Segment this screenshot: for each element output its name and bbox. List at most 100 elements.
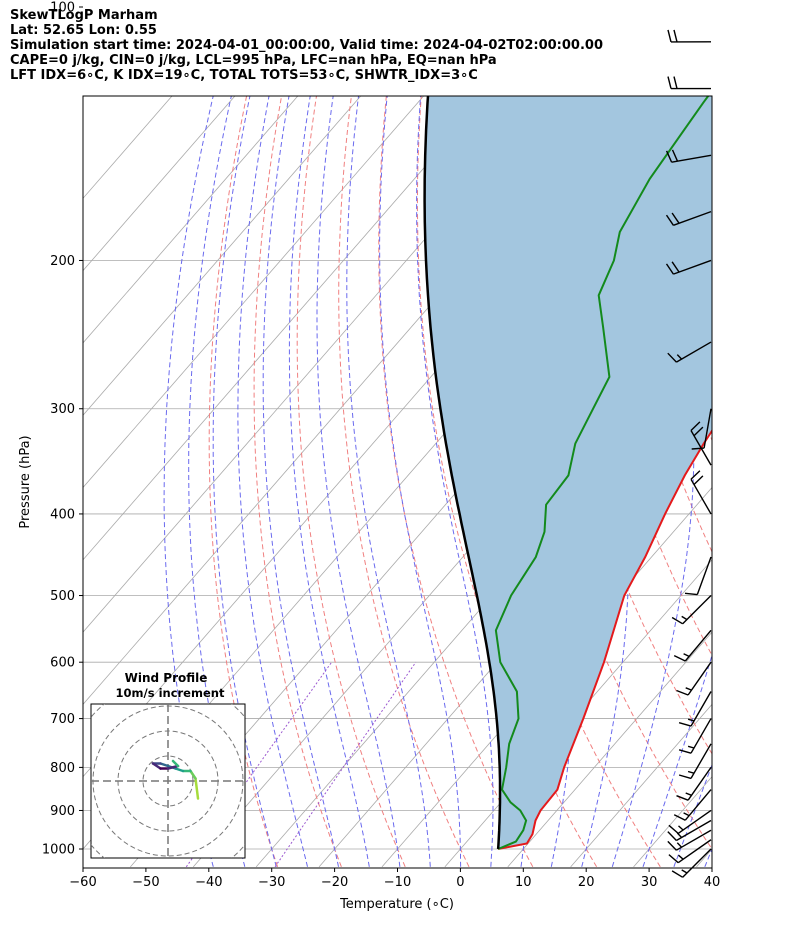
wind-barb (678, 743, 712, 780)
dry-adiabat (253, 96, 342, 867)
wind-barb (671, 595, 712, 625)
moist-adiabat (237, 96, 308, 867)
wind-barb-half-flag (676, 354, 683, 360)
parcel-path (423, 96, 502, 850)
wind-barb-half-flag (685, 792, 692, 796)
wind-barb (691, 408, 712, 450)
wind-barb-flag (684, 592, 698, 596)
wind-barb (690, 470, 712, 515)
wind-barb-staff (682, 848, 712, 878)
wind-barb (671, 848, 712, 878)
wind-barb-staff (687, 767, 712, 801)
wind-barb-flag (690, 470, 701, 480)
wind-barb-flag (668, 854, 679, 864)
wind-barb-flag (665, 150, 673, 163)
wind-barb-staff (676, 341, 712, 363)
y-tick-label: 800 (50, 761, 75, 776)
wind-barb-half-flag (683, 812, 690, 817)
y-tick-label: 200 (50, 254, 75, 269)
wind-barb-flag (667, 831, 677, 841)
y-tick-label: 900 (50, 804, 75, 819)
wind-barb-staff (703, 408, 712, 449)
moist-adiabat (379, 96, 462, 867)
wind-barb-half-flag (676, 832, 683, 838)
x-tick-label: −40 (195, 875, 222, 890)
wind-barb-flag (673, 29, 678, 43)
wind-barb-half-flag (676, 842, 683, 848)
moist-adiabat (704, 847, 712, 867)
y-tick-label: 400 (50, 507, 75, 522)
moist-adiabat (416, 96, 494, 867)
hodograph-segment (189, 769, 197, 780)
wind-barb-staff (687, 661, 712, 696)
isotherm--140 (83, 96, 236, 272)
isotherm-10 (507, 631, 712, 868)
wind-barb-flag (671, 149, 679, 162)
moist-adiabat (262, 96, 339, 867)
wind-barb-staff (676, 819, 712, 842)
wind-barb-staff (676, 829, 712, 851)
location-info: Lat: 52.65 Lon: 0.55 (10, 23, 157, 38)
wind-barb-flag (678, 722, 692, 727)
x-tick-label: 40 (704, 875, 721, 890)
wind-barb-half-flag (678, 825, 684, 831)
wind-barb-staff (671, 154, 712, 163)
wind-barb (676, 661, 712, 696)
isotherm--150 (83, 96, 173, 199)
wind-barb (665, 210, 712, 226)
wind-barb-staff (690, 691, 712, 727)
wind-barb-staff (682, 595, 712, 625)
time-info: Simulation start time: 2024-04-01_00:00:… (10, 38, 603, 53)
wind-barb-flag (678, 774, 692, 780)
wind-barb-flag (673, 814, 686, 821)
moist-adiabat (288, 96, 370, 867)
x-tick-label: 30 (641, 875, 658, 890)
wind-barb-staff (690, 478, 712, 515)
wind-barb (665, 149, 712, 163)
x-tick-label: −50 (132, 875, 159, 890)
wind-barb-staff (673, 210, 712, 226)
x-tick-label: −20 (321, 875, 348, 890)
wind-barb (667, 829, 712, 851)
wind-barb (667, 76, 712, 90)
wind-barb-staff (673, 259, 712, 275)
wind-barb (676, 767, 712, 801)
isotherm--120 (83, 96, 362, 416)
wind-barb-flag (673, 654, 686, 662)
wind-barb-flag (693, 475, 704, 486)
hodograph: Wind Profile 10m/s increment (90, 671, 246, 859)
hodograph-segment (159, 762, 170, 768)
wind-barb (665, 259, 712, 275)
hodograph-segment (174, 767, 185, 773)
wind-barb-half-flag (681, 615, 688, 621)
wind-barb-half-flag (683, 653, 690, 658)
wind-barb-flag (673, 76, 678, 89)
x-tick-label: −10 (384, 875, 411, 890)
wind-barb-flag (665, 214, 674, 226)
x-tick-label: 20 (578, 875, 595, 890)
wind-barb-half-flag (678, 854, 684, 860)
x-axis-label: Temperature (∘C) (339, 897, 454, 912)
wind-barb (667, 819, 712, 842)
moist-adiabat (642, 653, 712, 867)
temperature-line (497, 429, 712, 850)
wind-barb-staff (677, 809, 712, 834)
wind-barb-flag (693, 426, 704, 437)
wind-barb-flag (676, 795, 689, 801)
wind-barb (667, 341, 712, 363)
wind-barb-flag (671, 212, 680, 224)
chart-title: SkewTLogP Marham (10, 8, 158, 23)
wind-barb (678, 691, 712, 727)
wind-barb-flag (678, 749, 692, 754)
dry-adiabat (788, 7, 794, 867)
wind-barb-half-flag (685, 687, 692, 691)
isotherm--110 (83, 96, 425, 489)
hodograph-segment (171, 759, 180, 768)
wind-barb-staff (677, 839, 712, 864)
mixing-ratio-line (274, 661, 417, 868)
y-tick-label: 600 (50, 656, 75, 671)
dewpoint-line (494, 96, 710, 850)
wind-barb (668, 809, 712, 834)
wind-barb (673, 789, 712, 821)
wind-barb-half-flag (681, 869, 688, 874)
